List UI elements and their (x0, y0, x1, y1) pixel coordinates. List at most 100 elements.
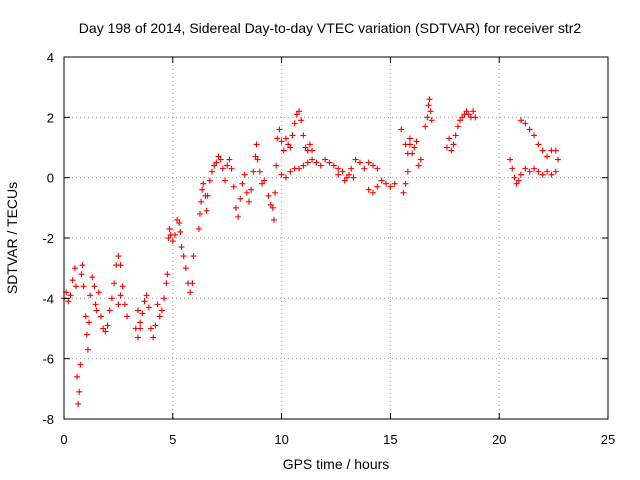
data-point (269, 204, 276, 211)
data-point (317, 162, 324, 169)
data-point (228, 165, 235, 172)
data-points (61, 96, 561, 407)
data-point (208, 168, 215, 175)
data-point (309, 147, 316, 154)
x-tick-labels: 0 5 10 15 20 25 (60, 432, 615, 447)
data-point (87, 292, 94, 299)
data-point (463, 108, 470, 115)
data-point (84, 346, 91, 353)
data-point (187, 289, 194, 296)
data-point (300, 132, 307, 139)
data-point (387, 183, 394, 190)
data-point (409, 150, 416, 157)
y-tick-label: 0 (47, 171, 54, 186)
data-point (402, 180, 409, 187)
data-point (177, 228, 184, 235)
data-point (425, 102, 432, 109)
data-point (427, 108, 434, 115)
data-point (195, 225, 202, 232)
data-point (309, 156, 316, 163)
data-point (326, 159, 333, 166)
data-point (302, 144, 309, 151)
data-point (106, 307, 113, 314)
data-point (171, 231, 178, 238)
data-point (306, 141, 313, 148)
data-point (83, 331, 90, 338)
data-point (539, 147, 546, 154)
data-point (374, 183, 381, 190)
data-point (203, 207, 210, 214)
data-point (548, 171, 555, 178)
data-point (413, 138, 420, 145)
data-point (115, 253, 122, 260)
data-point (472, 114, 479, 121)
data-point (100, 325, 107, 332)
data-point (454, 123, 461, 130)
data-point (346, 171, 353, 178)
data-point (424, 114, 431, 121)
data-point (102, 328, 109, 335)
y-tick-label: -4 (42, 291, 54, 306)
data-point (217, 156, 224, 163)
data-point (272, 189, 279, 196)
data-point (443, 144, 450, 151)
data-point (91, 283, 98, 290)
data-point (507, 156, 514, 163)
data-point (522, 165, 529, 172)
data-point (239, 180, 246, 187)
data-point (174, 216, 181, 223)
data-point (348, 165, 355, 172)
data-point (511, 174, 518, 181)
data-point (526, 168, 533, 175)
data-point (69, 277, 76, 284)
data-point (150, 334, 157, 341)
data-point (335, 171, 342, 178)
data-point (95, 289, 102, 296)
data-point (517, 171, 524, 178)
data-point (206, 177, 213, 184)
data-point (119, 283, 126, 290)
data-point (222, 177, 229, 184)
data-point (180, 253, 187, 260)
data-point (470, 108, 477, 115)
data-point (72, 283, 79, 290)
data-point (265, 192, 272, 199)
x-tick-label: 15 (383, 432, 397, 447)
data-point (287, 168, 294, 175)
data-point (273, 162, 280, 169)
data-point (365, 159, 372, 166)
data-point (230, 183, 237, 190)
data-point (182, 265, 189, 272)
data-point (86, 319, 93, 326)
data-point (213, 159, 220, 166)
data-point (554, 156, 561, 163)
data-point (93, 307, 100, 314)
data-point (422, 123, 429, 130)
data-point (365, 186, 372, 193)
data-point (544, 168, 551, 175)
data-point (417, 156, 424, 163)
data-point (76, 388, 83, 395)
data-point (141, 298, 148, 305)
x-tick-label: 10 (274, 432, 288, 447)
data-point (291, 120, 298, 127)
data-point (197, 210, 203, 217)
data-point (111, 280, 118, 287)
data-point (261, 177, 268, 184)
data-point (296, 108, 303, 115)
data-point (137, 325, 144, 332)
data-point (248, 186, 255, 193)
data-point (219, 165, 226, 172)
data-point (457, 117, 464, 124)
data-point (404, 168, 411, 175)
data-point (446, 135, 453, 142)
data-point (190, 253, 197, 260)
data-point (176, 219, 183, 226)
x-tick-label: 5 (169, 432, 176, 447)
data-point (411, 144, 418, 151)
data-point (78, 271, 85, 278)
data-point (80, 283, 87, 290)
data-point (369, 189, 376, 196)
data-point (237, 195, 244, 202)
data-point (335, 165, 342, 172)
